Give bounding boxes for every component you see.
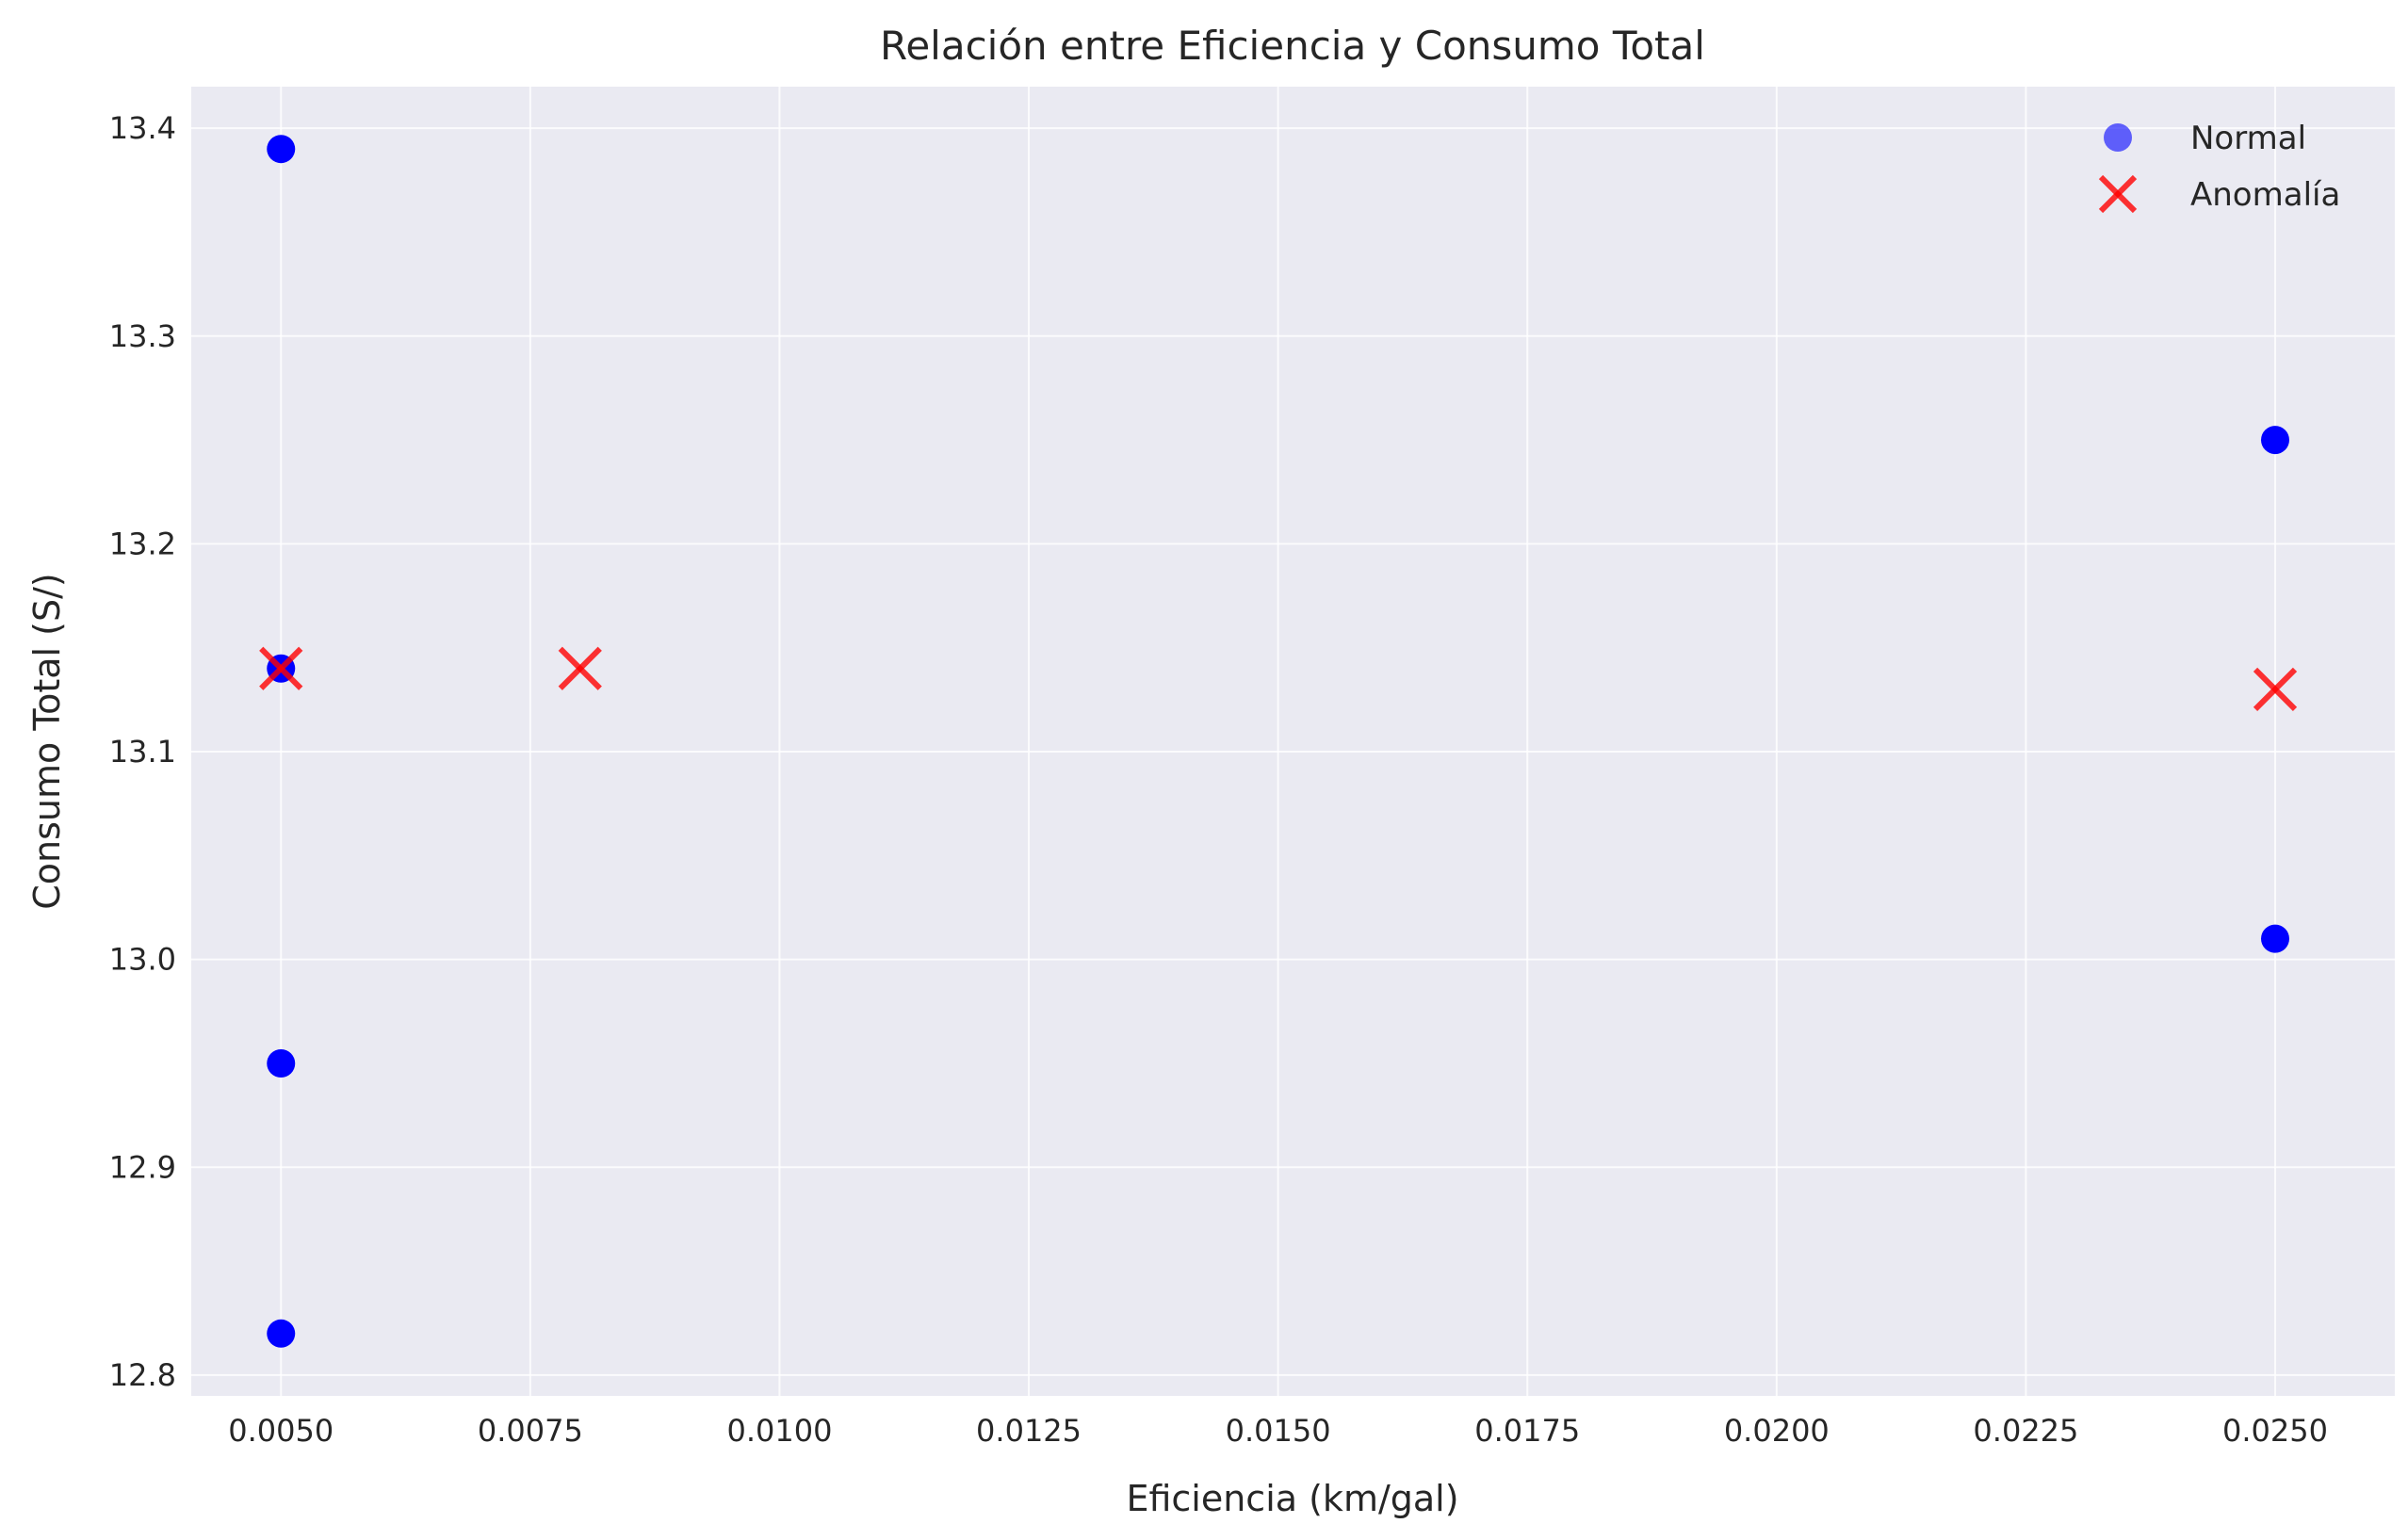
legend: Normal Anomalía [2098, 120, 2340, 214]
point-normal [267, 1048, 296, 1078]
x-tick-label: 0.0200 [1724, 1413, 1830, 1449]
x-tick-label: 0.0100 [726, 1413, 832, 1449]
point-anomalia [558, 646, 602, 690]
y-tick-label: 13.3 [109, 318, 176, 354]
point-normal [267, 135, 296, 164]
point-normal [2260, 924, 2289, 953]
y-tick-label: 13.1 [109, 734, 176, 770]
y-axis-ticks: 12.8 12.9 13.0 13.1 13.2 13.3 13.4 [109, 110, 176, 1393]
point-normal [2260, 426, 2289, 455]
legend-marker-normal [2104, 123, 2132, 152]
x-axis-ticks: 0.0050 0.0075 0.0100 0.0125 0.0150 0.0175 0.02… [228, 1413, 2328, 1449]
y-tick-label: 13.2 [109, 526, 176, 561]
grid [191, 87, 2395, 1396]
legend-marker-anomalia [2098, 174, 2138, 214]
legend-label-anomalia: Anomalía [2190, 176, 2340, 214]
x-tick-label: 0.0075 [478, 1413, 583, 1449]
point-anomalia [2253, 667, 2298, 711]
x-tick-label: 0.0250 [2222, 1413, 2328, 1449]
plot-area [191, 87, 2395, 1396]
data-points [259, 135, 2298, 1348]
x-tick-label: 0.0050 [228, 1413, 334, 1449]
y-axis-label: Consumo Total (S/) [26, 573, 68, 910]
x-axis-label: Eficiencia (km/gal) [1126, 1478, 1458, 1519]
y-tick-label: 12.8 [109, 1357, 176, 1393]
point-normal [267, 1319, 296, 1348]
y-tick-label: 13.4 [109, 110, 176, 146]
x-tick-label: 0.0150 [1226, 1413, 1331, 1449]
legend-label-normal: Normal [2190, 120, 2306, 157]
point-anomalia [259, 646, 303, 690]
y-tick-label: 13.0 [109, 942, 176, 978]
x-tick-label: 0.0175 [1474, 1413, 1580, 1449]
x-tick-label: 0.0225 [1973, 1413, 2078, 1449]
y-tick-label: 12.9 [109, 1149, 176, 1185]
chart-title: Relación entre Eficiencia y Consumo Tota… [880, 23, 1705, 69]
x-tick-label: 0.0125 [976, 1413, 1082, 1449]
